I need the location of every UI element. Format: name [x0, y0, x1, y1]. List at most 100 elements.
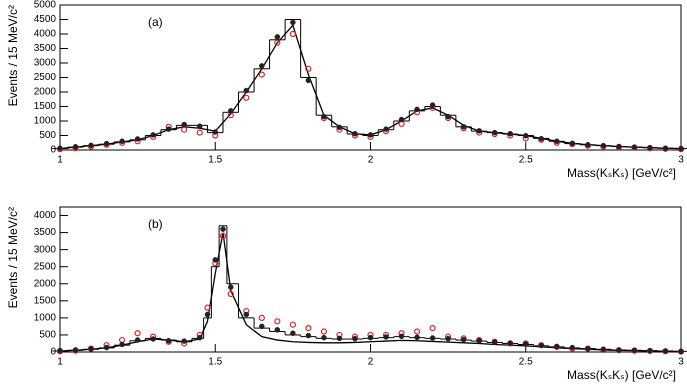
- data-point: [445, 113, 451, 120]
- data-point: [165, 337, 172, 344]
- y-axis-label: Events / 15 MeV/c²: [6, 5, 20, 106]
- data-point: [398, 116, 405, 123]
- x-tick-label: 1: [57, 155, 63, 166]
- open-point: [274, 39, 281, 46]
- data-point: [228, 108, 234, 114]
- open-point: [227, 290, 234, 298]
- data-point: [57, 145, 63, 152]
- data-point: [678, 145, 684, 152]
- data-point: [72, 347, 79, 353]
- data-point: [600, 142, 607, 149]
- data-point: [212, 129, 218, 135]
- y-tick-label: 500: [39, 130, 56, 141]
- data-point: [569, 140, 576, 147]
- data-point: [631, 347, 638, 354]
- data-point: [585, 142, 591, 148]
- x-tick-label: 3: [678, 155, 684, 166]
- data-point: [274, 34, 281, 40]
- data-point: [336, 124, 343, 131]
- open-point: [134, 330, 141, 337]
- data-point: [321, 113, 327, 120]
- data-point: [352, 335, 358, 342]
- data-point: [414, 106, 420, 113]
- x-tick-label: 1.5: [208, 155, 222, 166]
- y-tick-label: 4500: [34, 14, 57, 25]
- data-point: [305, 332, 312, 339]
- data-point: [476, 128, 482, 134]
- data-point: [212, 257, 218, 263]
- data-point: [259, 323, 265, 330]
- data-point: [585, 345, 591, 352]
- open-point: [196, 129, 203, 136]
- data-point: [538, 342, 545, 349]
- data-point: [259, 63, 265, 69]
- data-point: [150, 132, 156, 138]
- y-tick-label: 2000: [34, 87, 57, 98]
- data-point: [507, 340, 513, 346]
- data-point: [243, 311, 250, 318]
- data-point: [243, 87, 250, 94]
- x-tick-label: 1.5: [208, 357, 222, 368]
- data-point: [523, 133, 529, 139]
- data-point: [321, 334, 327, 341]
- y-tick-label: 3500: [34, 43, 57, 54]
- data-point: [181, 121, 187, 128]
- data-point: [678, 348, 684, 355]
- open-point: [289, 321, 296, 328]
- open-point: [219, 232, 227, 240]
- y-tick-label: 0: [50, 347, 56, 358]
- open-point: [204, 304, 211, 311]
- data-point: [119, 138, 125, 145]
- x-tick-label: 3: [678, 357, 684, 368]
- data-point: [103, 344, 110, 351]
- data-point: [336, 335, 343, 342]
- y-axis-label: Events / 15 MeV/c²: [6, 207, 20, 308]
- data-point: [57, 347, 63, 354]
- data-point: [103, 140, 110, 147]
- data-point: [196, 334, 203, 341]
- x-tick-label: 1: [57, 357, 63, 368]
- open-point: [413, 328, 421, 335]
- open-point: [243, 94, 250, 101]
- data-point: [491, 339, 498, 345]
- data-point: [228, 284, 234, 290]
- y-tick-label: 1000: [34, 313, 57, 324]
- open-point: [305, 65, 312, 72]
- data-point: [476, 337, 482, 344]
- data-point: [569, 344, 576, 351]
- data-point: [383, 126, 389, 132]
- y-tick-label: 1500: [34, 295, 57, 306]
- x-tick-label: 2.5: [519, 357, 533, 368]
- data-point: [150, 336, 156, 342]
- data-point: [204, 311, 211, 318]
- open-point: [429, 325, 436, 332]
- data-point: [181, 338, 187, 344]
- open-point: [258, 71, 265, 78]
- data-point: [290, 330, 296, 336]
- data-point: [662, 348, 669, 354]
- data-point: [460, 124, 467, 130]
- data-point: [398, 333, 405, 340]
- data-point: [600, 346, 607, 353]
- data-point: [414, 334, 420, 341]
- data-point: [134, 136, 141, 142]
- data-point: [616, 347, 622, 353]
- y-tick-label: 1000: [34, 116, 57, 127]
- data-point: [88, 346, 94, 352]
- data-point: [367, 132, 374, 138]
- y-tick-label: 2500: [34, 72, 57, 83]
- data-point: [647, 347, 653, 354]
- panel-label: (a): [148, 15, 163, 29]
- data-point: [134, 337, 141, 343]
- data-point: [523, 341, 529, 347]
- data-point: [274, 327, 281, 333]
- x-tick-label: 2: [368, 357, 374, 368]
- data-point: [383, 334, 389, 340]
- data-point: [290, 19, 296, 26]
- y-tick-label: 0: [50, 145, 56, 156]
- data-point: [119, 341, 125, 348]
- x-tick-label: 2.5: [519, 155, 533, 166]
- data-point: [554, 138, 560, 145]
- data-point: [662, 145, 669, 152]
- fit-curve: [59, 24, 682, 150]
